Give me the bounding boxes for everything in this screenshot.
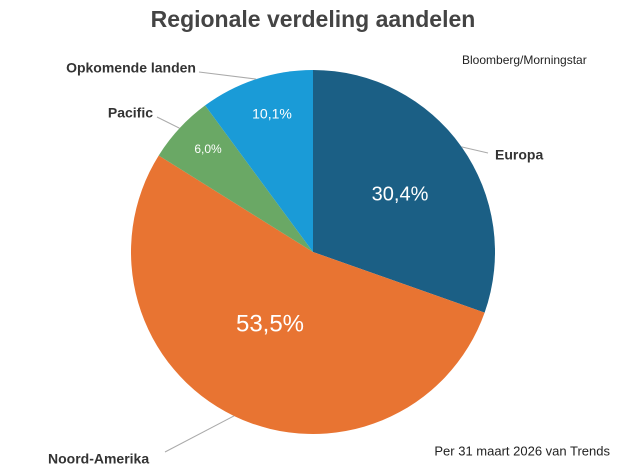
leader-line bbox=[461, 146, 489, 154]
pie-slice bbox=[130, 155, 485, 435]
value-label: 30,4% bbox=[372, 183, 429, 205]
value-label: 10,1% bbox=[252, 106, 292, 122]
leader-line bbox=[156, 116, 180, 129]
slice-label: Noord-Amerika bbox=[48, 451, 149, 467]
pie-slice bbox=[158, 105, 313, 253]
leader-line bbox=[164, 415, 235, 453]
value-label: 53,5% bbox=[236, 310, 304, 337]
leader-line bbox=[198, 71, 257, 80]
pie-slice bbox=[205, 70, 313, 252]
value-label: 6,0% bbox=[194, 142, 222, 156]
pie-slice bbox=[313, 70, 495, 313]
chart-title: Regionale verdeling aandelen bbox=[151, 6, 476, 32]
slice-label: Europa bbox=[495, 147, 543, 163]
slice-label: Pacific bbox=[108, 105, 153, 121]
slice-label: Opkomende landen bbox=[66, 60, 196, 76]
note: Per 31 maart 2026 van Trends bbox=[434, 443, 610, 458]
source: Bloomberg/Morningstar bbox=[462, 53, 587, 67]
